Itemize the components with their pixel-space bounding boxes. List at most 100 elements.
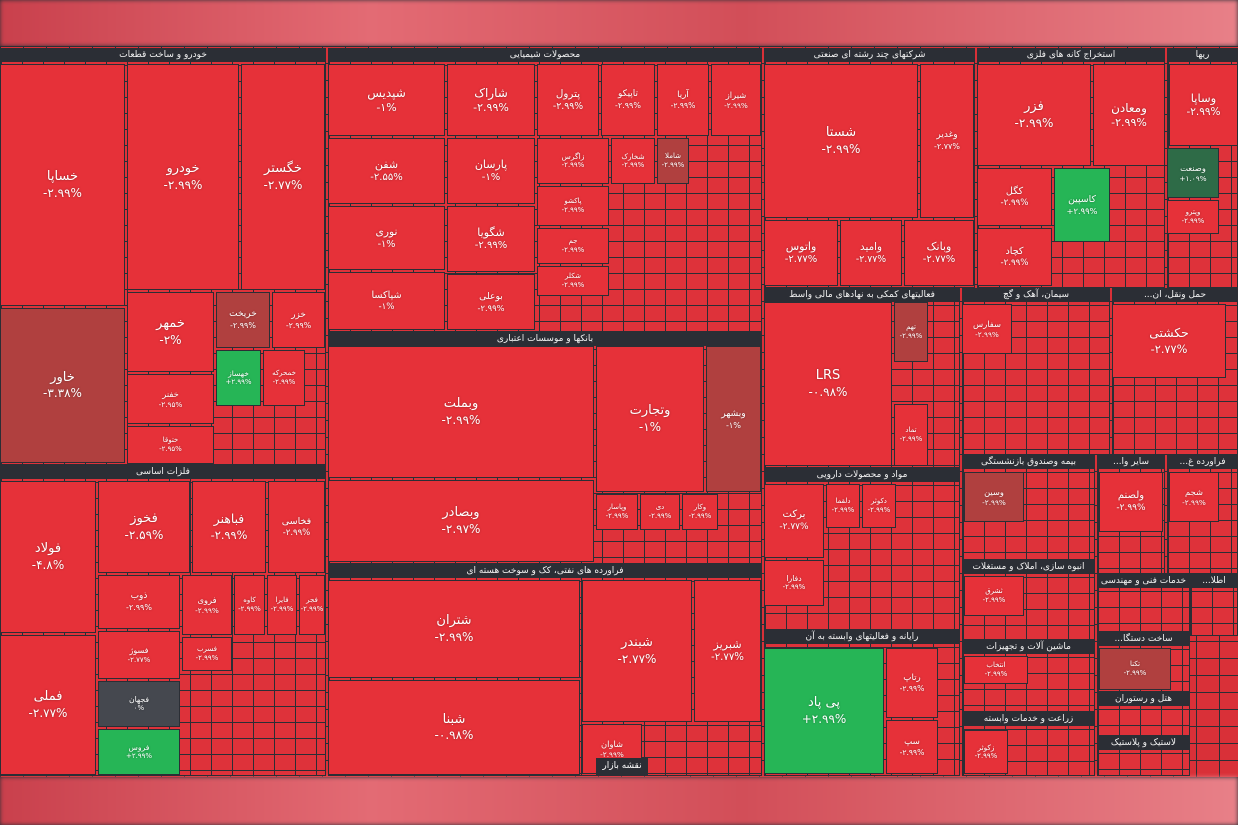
stock-tile[interactable]: وساپا -۲.۹۹%: [1169, 64, 1238, 146]
stock-tile[interactable]: برکت -۲.۷۷%: [764, 484, 824, 558]
stock-tile[interactable]: خریخت -۲.۹۹%: [216, 292, 270, 348]
stock-tile[interactable]: شخارک -۲.۹۹%: [611, 138, 655, 184]
stock-tile[interactable]: شبندر -۲.۷۷%: [582, 580, 692, 722]
stock-tile[interactable]: نوری -۱%: [328, 206, 445, 270]
stock-tile[interactable]: خزر -۲.۹۹%: [272, 292, 325, 348]
stock-tile[interactable]: فزر -۲.۹۹%: [977, 64, 1091, 166]
stock-tile[interactable]: خفنر -۲.۹۵%: [127, 374, 214, 424]
stock-tile[interactable]: شبنا -۰.۹۸%: [328, 680, 580, 775]
stock-tile[interactable]: حکشتی -۲.۷۷%: [1112, 304, 1226, 378]
tile-symbol: فسرب: [196, 645, 218, 654]
stock-tile[interactable]: زکوثر -۲.۹۹%: [964, 730, 1008, 774]
stock-tile[interactable]: فسرب -۲.۹۹%: [182, 637, 232, 671]
stock-tile[interactable]: فخوز -۲.۵۹%: [98, 481, 190, 573]
tile-symbol: پاکشو: [564, 197, 582, 206]
stock-tile[interactable]: خودرو -۲.۹۹%: [127, 64, 239, 290]
stock-tile[interactable]: کاسپین +۲.۹۹%: [1054, 168, 1110, 242]
stock-tile[interactable]: تاپیکو -۲.۹۹%: [601, 64, 655, 136]
stock-tile[interactable]: واتوس -۲.۷۷%: [764, 220, 838, 286]
sector-title: ساخت دستگا...: [1097, 632, 1190, 646]
stock-tile[interactable]: شیراز -۲.۹۹%: [711, 64, 761, 136]
stock-tile[interactable]: وپترو -۲.۹۹%: [1167, 200, 1219, 234]
stock-tile[interactable]: وپاسار -۲.۹۹%: [596, 494, 638, 530]
stock-tile[interactable]: وتجارت -۱%: [596, 346, 704, 492]
stock-tile[interactable]: شاملا -۲.۹۹%: [657, 138, 689, 184]
stock-tile[interactable]: LRS -۰.۹۸%: [764, 302, 892, 466]
stock-tile[interactable]: تهم -۲.۹۹%: [894, 302, 928, 362]
stock-tile[interactable]: فروس +۲.۹۹%: [98, 729, 180, 775]
stock-tile[interactable]: وامید -۲.۷۷%: [840, 220, 902, 286]
stock-tile[interactable]: رتاپ -۲.۹۹%: [886, 648, 938, 718]
stock-tile[interactable]: پارسان -۱%: [447, 138, 535, 204]
stock-tile[interactable]: خمحرکه -۲.۹۹%: [263, 350, 305, 406]
stock-tile[interactable]: کاوه -۲.۹۹%: [234, 575, 265, 635]
stock-tile[interactable]: جم -۲.۹۹%: [537, 228, 609, 264]
tile-symbol: وتجارت: [629, 403, 671, 419]
stock-tile[interactable]: خاور -۳.۳۸%: [0, 308, 125, 463]
stock-tile[interactable]: فجهان ۰%: [98, 681, 180, 727]
stock-tile[interactable]: ثشرق -۲.۹۹%: [964, 576, 1024, 616]
tile-change: -۲.۹۹%: [974, 752, 998, 761]
stock-tile[interactable]: دی -۲.۹۹%: [640, 494, 680, 530]
stock-tile[interactable]: وسین -۲.۹۹%: [964, 472, 1024, 522]
stock-tile[interactable]: سفارس -۲.۹۹%: [962, 304, 1012, 354]
tile-symbol: وسین: [984, 487, 1004, 498]
stock-tile[interactable]: کچاد -۲.۹۹%: [977, 228, 1052, 286]
stock-tile[interactable]: زاگرس -۲.۹۹%: [537, 138, 609, 184]
stock-tile[interactable]: ذوب -۲.۹۹%: [98, 575, 180, 629]
stock-tile[interactable]: آریا -۲.۹۹%: [657, 64, 709, 136]
stock-tile[interactable]: پاکشو -۲.۹۹%: [537, 186, 609, 226]
stock-tile[interactable]: وصنعت +۱.۰۹%: [1167, 148, 1219, 198]
stock-tile[interactable]: خساپا -۲.۹۹%: [0, 64, 125, 306]
stock-tile[interactable]: شکلر -۲.۹۹%: [537, 266, 609, 296]
stock-tile[interactable]: دکوثر -۲.۹۹%: [862, 484, 896, 528]
stock-tile[interactable]: شبریز -۲.۷۷%: [694, 580, 761, 722]
stock-tile[interactable]: وکار -۲.۹۹%: [682, 494, 718, 530]
stock-tile[interactable]: شتران -۲.۹۹%: [328, 580, 580, 678]
stock-tile[interactable]: ولصنم -۲.۹۹%: [1099, 472, 1163, 532]
stock-tile[interactable]: دفارا -۲.۹۹%: [764, 560, 824, 606]
tile-symbol: پارسان: [474, 157, 508, 171]
stock-tile[interactable]: فایرا -۲.۹۹%: [267, 575, 297, 635]
stock-tile[interactable]: انتخاب -۲.۹۹%: [964, 656, 1028, 684]
stock-tile[interactable]: پترول -۲.۹۹%: [537, 64, 599, 136]
stock-tile[interactable]: وبصادر -۲.۹۷%: [328, 480, 594, 562]
stock-tile[interactable]: وغدیر -۲.۷۷%: [920, 64, 974, 218]
stock-tile[interactable]: شفن -۲.۵۵%: [328, 138, 445, 204]
stock-tile[interactable]: فجر -۲.۹۹%: [299, 575, 325, 635]
sector-title: خدمات فنی و مهندسی: [1097, 574, 1190, 588]
stock-tile[interactable]: خگستر -۲.۷۷%: [241, 64, 325, 290]
stock-tile[interactable]: پی پاد +۲.۹۹%: [764, 648, 884, 774]
sector-title: فلزات اساسی: [0, 465, 326, 479]
stock-tile[interactable]: بوعلی -۲.۹۹%: [447, 274, 535, 330]
stock-tile[interactable]: سپ -۲.۹۹%: [886, 720, 938, 774]
stock-tile[interactable]: ختوقا -۲.۹۵%: [127, 426, 214, 464]
stock-tile[interactable]: فروی -۲.۹۹%: [182, 575, 232, 635]
stock-tile[interactable]: ومعادن -۲.۹۹%: [1093, 64, 1165, 166]
tile-symbol: سفارس: [973, 319, 1001, 330]
stock-tile[interactable]: وبشهر -۱%: [706, 346, 761, 492]
stock-tile[interactable]: شستا -۲.۹۹%: [764, 64, 918, 218]
stock-tile[interactable]: تماد -۲.۹۹%: [894, 404, 928, 466]
stock-tile[interactable]: دلقما -۲.۹۹%: [826, 484, 860, 528]
stock-tile[interactable]: خهساز +۲.۹۹%: [216, 350, 261, 406]
stock-tile[interactable]: فسوژ -۲.۷۷%: [98, 631, 180, 679]
stock-tile[interactable]: وبملت -۲.۹۹%: [328, 346, 594, 478]
stock-tile[interactable]: شجم -۲.۹۹%: [1169, 472, 1219, 522]
stock-tile[interactable]: فولاد -۴.۸%: [0, 481, 96, 633]
stock-tile[interactable]: شاراک -۲.۹۹%: [447, 64, 535, 136]
stock-tile[interactable]: شپدیس -۱%: [328, 64, 445, 136]
stock-tile[interactable]: فملی -۲.۷۷%: [0, 635, 96, 775]
stock-tile[interactable]: فباهنر -۲.۹۹%: [192, 481, 266, 573]
sector-title: زراعت و خدمات وابسته: [962, 712, 1095, 726]
map-button[interactable]: نقشه بازار: [596, 758, 648, 775]
stock-tile[interactable]: کگل -۲.۹۹%: [977, 168, 1052, 226]
stock-tile[interactable]: شگویا -۲.۹۹%: [447, 206, 535, 272]
stock-tile[interactable]: خمهر -۲%: [127, 292, 214, 372]
tile-change: -۲.۹۹%: [1000, 197, 1029, 208]
stock-tile[interactable]: وبانک -۲.۷۷%: [904, 220, 974, 286]
stock-tile[interactable]: شپاکسا -۱%: [328, 272, 445, 330]
stock-tile[interactable]: تکنا -۲.۹۹%: [1099, 648, 1171, 690]
stock-tile[interactable]: فخاسی -۲.۹۹%: [268, 481, 325, 573]
sector-title: بیمه وصندوق بازنشستگی: [962, 455, 1095, 469]
